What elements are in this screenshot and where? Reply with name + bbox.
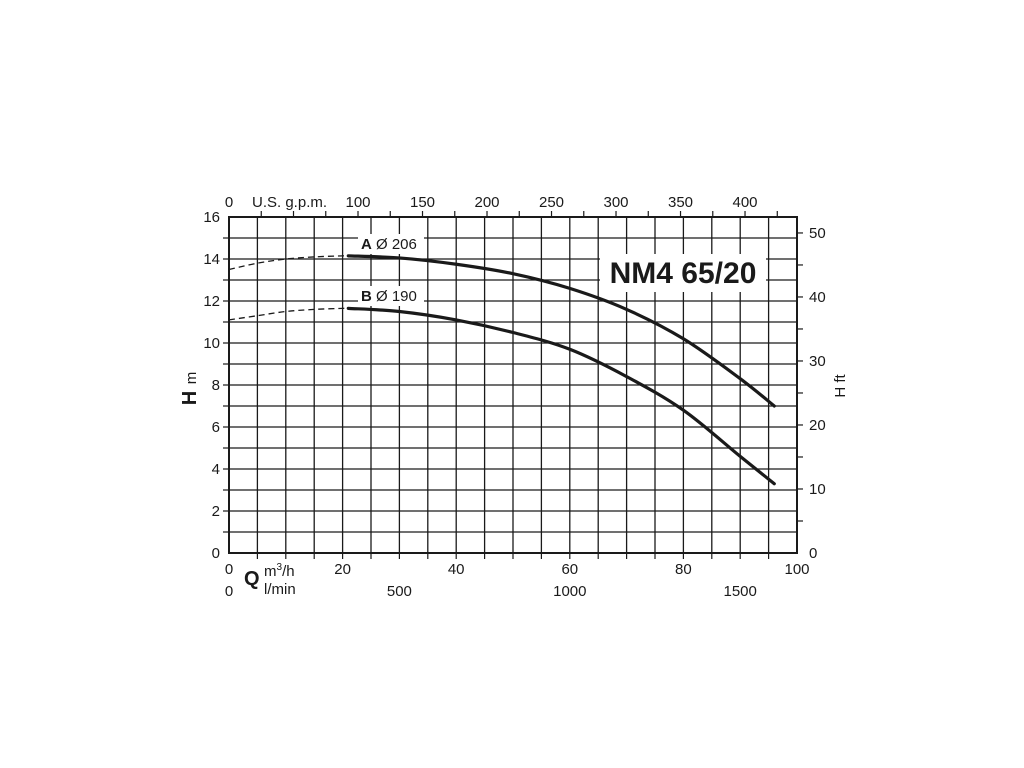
- x-top-tick-label: 150: [410, 194, 435, 211]
- x-unit-1: m3/h: [264, 562, 295, 580]
- curve-b-dashed: [228, 307, 349, 321]
- curve-a-solid: [346, 254, 776, 408]
- x-secondary-tick-label: 500: [387, 583, 412, 600]
- grid-lines: [229, 217, 797, 553]
- x-tick-label: 100: [784, 561, 809, 578]
- y-left-tick-label: 12: [203, 293, 220, 310]
- x-top-tick-label: 250: [539, 194, 564, 211]
- y-right-tick-label: 20: [809, 417, 826, 434]
- x-top-tick-label: 0: [225, 194, 233, 211]
- x-tick-label: 40: [448, 561, 465, 578]
- y-left-tick-label: 4: [212, 461, 220, 478]
- tick-marks: [223, 211, 803, 559]
- x-top-tick-label: 400: [733, 194, 758, 211]
- curve-a-letter: A: [361, 236, 372, 253]
- y-right-tick-label: 10: [809, 481, 826, 498]
- curve-a-dashed: [228, 255, 349, 271]
- x-tick-label: 60: [561, 561, 578, 578]
- y-right-label: H ft: [832, 374, 849, 398]
- curve-a-diameter: Ø 206: [376, 236, 417, 253]
- curve-b-letter: B: [361, 288, 372, 305]
- y-right-tick-label: 30: [809, 353, 826, 370]
- x-unit-1-base: m: [264, 563, 277, 580]
- y-left-quantity: H: [179, 391, 201, 405]
- x-top-tick-label: 100: [345, 194, 370, 211]
- x-tick-label: 0: [225, 561, 233, 578]
- x-quantity: Q: [244, 568, 260, 590]
- x-tick-label: 20: [334, 561, 351, 578]
- x-unit-1-sup: 3: [277, 562, 283, 573]
- x-unit-1-rest: /h: [282, 563, 295, 580]
- curves: [228, 254, 776, 486]
- y-left-tick-label: 0: [212, 545, 220, 562]
- y-left-tick-label: 2: [212, 503, 220, 520]
- y-right-tick-label: 0: [809, 545, 817, 562]
- y-left-tick-label: 6: [212, 419, 220, 436]
- curve-a-label-bg: [358, 234, 424, 254]
- y-left-tick-label: 16: [203, 209, 220, 226]
- x-top-tick-label: 200: [474, 194, 499, 211]
- y-right-tick-label: 50: [809, 225, 826, 242]
- x-secondary-tick-label: 1000: [553, 583, 586, 600]
- x-top-tick-label: 300: [604, 194, 629, 211]
- y-right-title: H ft: [832, 374, 849, 398]
- curve-b-diameter: Ø 190: [376, 288, 417, 305]
- y-left-tick-label: 10: [203, 335, 220, 352]
- x-top-tick-label: 350: [668, 194, 693, 211]
- x-unit-2: l/min: [264, 581, 296, 598]
- curve-b-solid: [346, 306, 776, 486]
- y-left-unit: m: [183, 372, 200, 385]
- y-left-title: H m: [179, 372, 201, 405]
- x-secondary-tick-label: 1500: [724, 583, 757, 600]
- y-left-tick-label: 8: [212, 377, 220, 394]
- curve-b-label-bg: [358, 286, 424, 306]
- chart-title: NM4 65/20: [610, 257, 757, 290]
- q-label-bg: [240, 560, 304, 600]
- y-right-tick-label: 40: [809, 289, 826, 306]
- x-tick-label: 80: [675, 561, 692, 578]
- top-axis-unit: U.S. g.p.m.: [252, 194, 327, 211]
- y-left-tick-label: 14: [203, 251, 220, 268]
- title-background: [600, 254, 766, 292]
- x-secondary-tick-label: 0: [225, 583, 233, 600]
